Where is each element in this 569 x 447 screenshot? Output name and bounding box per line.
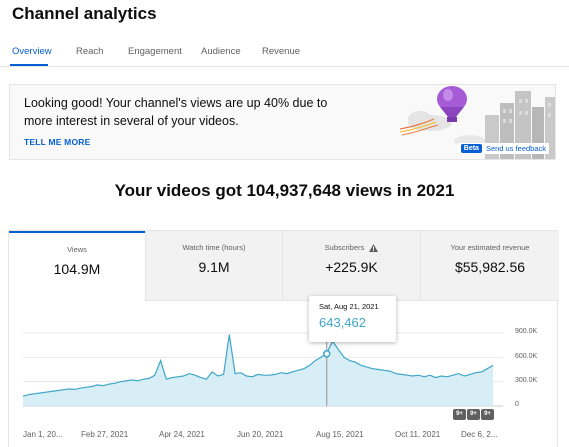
x-tick-label: Aug 15, 2021 — [316, 430, 364, 439]
metric-value: +225.9K — [325, 259, 378, 275]
views-chart[interactable] — [9, 231, 559, 447]
page-title: Channel analytics — [12, 4, 157, 23]
tab-reach[interactable]: Reach — [76, 46, 104, 57]
metric-tab-revenue[interactable]: Your estimated revenue $55,982.56 — [420, 231, 559, 301]
metric-label: Subscribers — [283, 243, 420, 253]
tooltip-date: Sat, Aug 21, 2021 — [319, 302, 379, 311]
x-tick-label: Jan 1, 20... — [23, 430, 63, 439]
annotation-badge[interactable]: 9+ — [467, 409, 480, 420]
banner-message: Looking good! Your channel's views are u… — [24, 96, 328, 128]
x-tick-label: Apr 24, 2021 — [159, 430, 205, 439]
metric-value: $55,982.56 — [454, 259, 526, 275]
y-tick-label: 900.0K — [515, 328, 538, 335]
annotation-badge[interactable]: 9+ — [481, 409, 494, 420]
tell-me-more-link[interactable]: TELL ME MORE — [24, 137, 91, 147]
metric-tab-watch-time[interactable]: Watch time (hours) 9.1M — [145, 231, 282, 301]
metric-value: 9.1M — [198, 259, 230, 275]
y-tick-label: 600.0K — [515, 353, 538, 360]
send-feedback-link[interactable]: Send us feedback — [485, 144, 546, 153]
y-tick-label: 0 — [515, 401, 519, 408]
beta-badge: Beta — [460, 144, 482, 153]
x-tick-label: Jun 20, 2021 — [237, 430, 284, 439]
metric-label-text: Subscribers — [324, 243, 365, 252]
metric-value: 104.9M — [53, 261, 101, 277]
tab-engagement[interactable]: Engagement — [128, 46, 182, 57]
tab-bar: Overview Reach Engagement Audience Reven… — [0, 38, 569, 67]
chart-tooltip: Sat, Aug 21, 2021 643,462 — [309, 296, 396, 342]
x-tick-label: Feb 27, 2021 — [81, 430, 129, 439]
y-tick-label: 300.0K — [515, 377, 538, 384]
metric-label: Your estimated revenue — [450, 243, 530, 252]
tab-overview[interactable]: Overview — [12, 46, 52, 57]
metric-label: Views — [67, 245, 87, 254]
active-tab-indicator — [10, 64, 48, 66]
stats-card: Views 104.9M Watch time (hours) 9.1M Sub… — [8, 230, 559, 447]
views-line — [22, 334, 494, 397]
views-area — [23, 334, 493, 406]
x-tick-label: Dec 6, 2... — [461, 430, 498, 439]
tab-audience[interactable]: Audience — [201, 46, 241, 57]
hover-point — [323, 350, 331, 358]
metric-tab-views[interactable]: Views 104.9M — [9, 231, 145, 301]
insight-banner: Looking good! Your channel's views are u… — [9, 84, 556, 160]
annotation-badge[interactable]: 9+ — [453, 409, 466, 420]
views-headline: Your videos got 104,937,648 views in 202… — [114, 181, 455, 200]
tab-revenue[interactable]: Revenue — [262, 46, 301, 57]
feedback-area: Beta Send us feedback — [457, 143, 549, 154]
tooltip-value: 643,462 — [319, 315, 366, 330]
x-tick-label: Oct 11, 2021 — [395, 430, 441, 439]
warning-icon[interactable] — [369, 244, 379, 253]
metric-label: Watch time (hours) — [182, 243, 246, 252]
